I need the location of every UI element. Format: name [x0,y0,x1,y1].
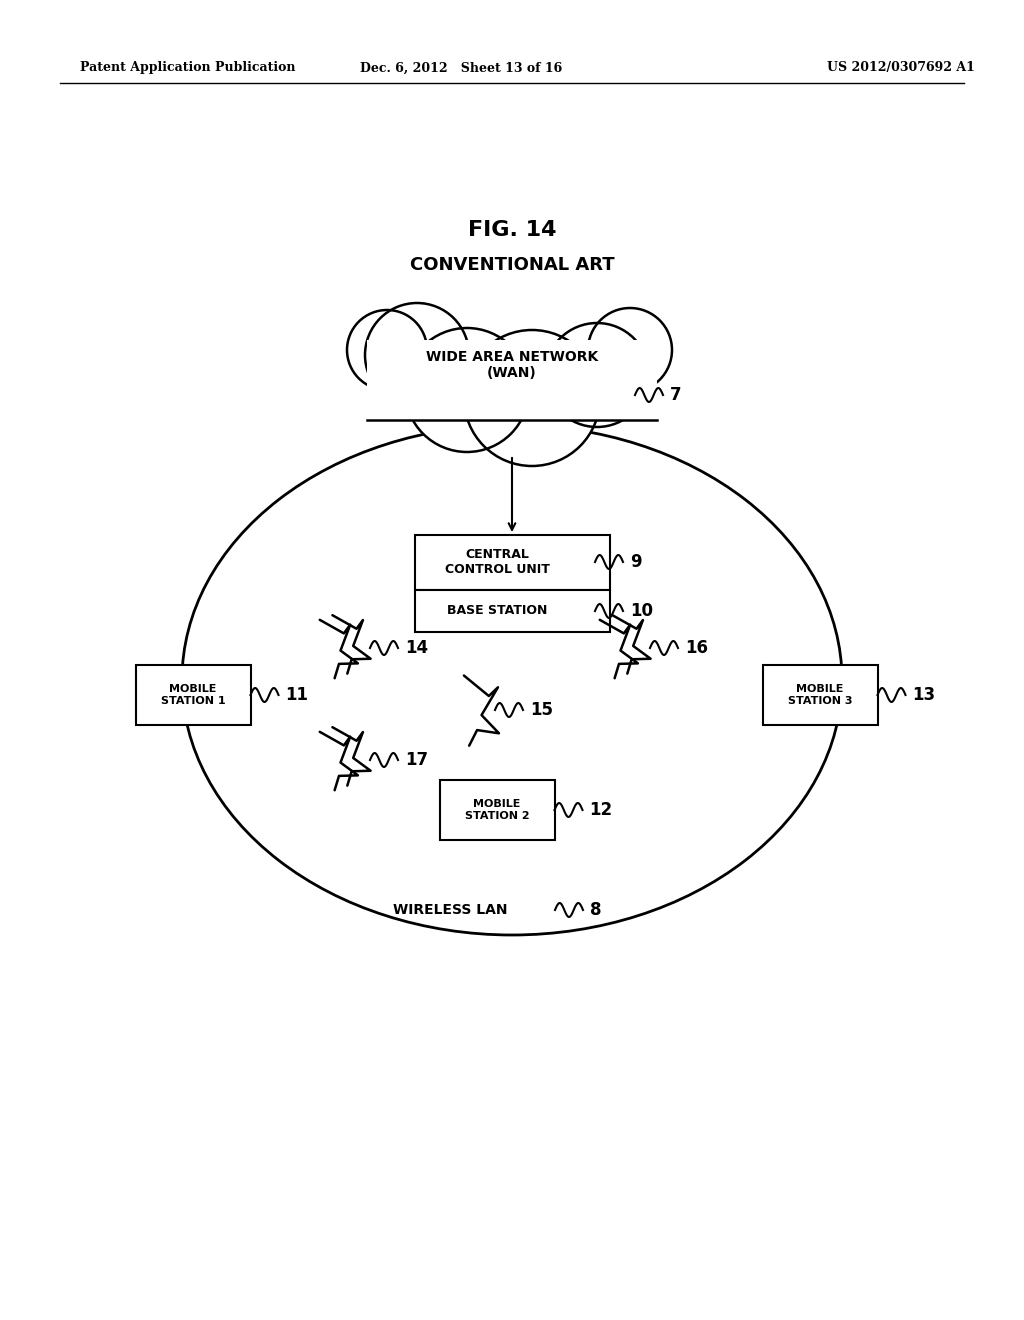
Text: 13: 13 [912,686,936,704]
Text: MOBILE
STATION 3: MOBILE STATION 3 [787,684,852,706]
Circle shape [406,327,529,451]
Circle shape [365,304,469,407]
Text: MOBILE
STATION 2: MOBILE STATION 2 [465,799,529,821]
Bar [367,341,657,420]
Text: 15: 15 [530,701,553,719]
Text: CONVENTIONAL ART: CONVENTIONAL ART [410,256,614,275]
Text: WIDE AREA NETWORK
(WAN): WIDE AREA NETWORK (WAN) [426,350,598,380]
Circle shape [545,323,649,426]
Text: BASE STATION: BASE STATION [446,605,547,618]
Bar [763,665,878,725]
Bar [439,780,555,840]
Bar [367,330,657,420]
Text: 11: 11 [286,686,308,704]
Text: US 2012/0307692 A1: US 2012/0307692 A1 [827,62,975,74]
Text: 7: 7 [670,385,682,404]
Text: 17: 17 [406,751,428,770]
Text: WIRELESS LAN: WIRELESS LAN [393,903,507,917]
Circle shape [347,310,427,389]
Text: 12: 12 [590,801,612,818]
Text: FIG. 14: FIG. 14 [468,220,556,240]
Text: Dec. 6, 2012   Sheet 13 of 16: Dec. 6, 2012 Sheet 13 of 16 [359,62,562,74]
Text: 14: 14 [406,639,428,657]
Text: Patent Application Publication: Patent Application Publication [80,62,296,74]
Circle shape [464,330,600,466]
Bar [415,535,610,590]
Text: 16: 16 [685,639,708,657]
Text: 8: 8 [590,902,601,919]
Circle shape [588,308,672,392]
Text: 10: 10 [630,602,653,620]
Bar [135,665,251,725]
Bar [415,590,610,632]
Text: CENTRAL
CONTROL UNIT: CENTRAL CONTROL UNIT [444,548,550,576]
Text: MOBILE
STATION 1: MOBILE STATION 1 [161,684,225,706]
Text: 9: 9 [630,553,642,572]
